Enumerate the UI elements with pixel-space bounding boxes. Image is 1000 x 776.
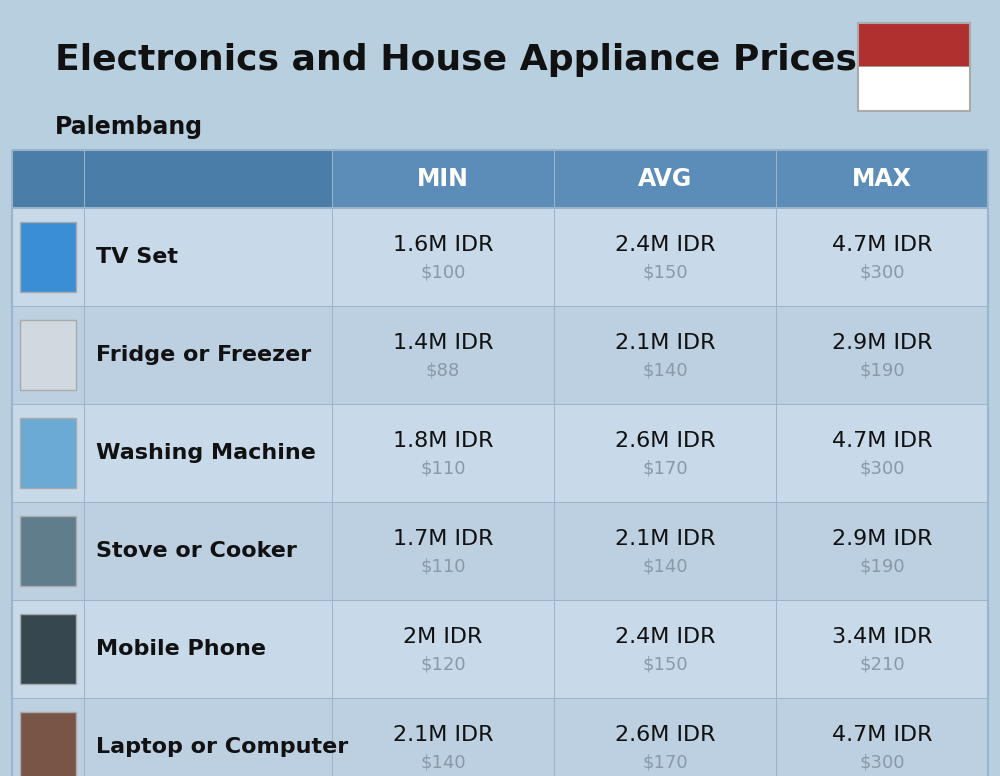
Text: $110: $110 bbox=[420, 460, 466, 478]
Bar bbox=[12, 698, 988, 776]
Bar bbox=[858, 23, 970, 111]
Text: 2.1M IDR: 2.1M IDR bbox=[615, 333, 715, 353]
Text: $120: $120 bbox=[420, 656, 466, 674]
Bar bbox=[12, 502, 988, 503]
Text: 1.7M IDR: 1.7M IDR bbox=[393, 529, 493, 549]
Text: $300: $300 bbox=[859, 754, 905, 772]
Text: $110: $110 bbox=[420, 558, 466, 576]
Text: $150: $150 bbox=[642, 656, 688, 674]
Text: Stove or Cooker: Stove or Cooker bbox=[96, 541, 297, 561]
Text: $170: $170 bbox=[642, 754, 688, 772]
Bar bbox=[554, 150, 555, 776]
Bar bbox=[20, 417, 76, 488]
Bar bbox=[20, 320, 76, 390]
Bar bbox=[20, 222, 76, 293]
Text: Mobile Phone: Mobile Phone bbox=[96, 639, 266, 659]
Bar bbox=[84, 150, 85, 776]
Text: AVG: AVG bbox=[638, 167, 692, 191]
Bar bbox=[12, 306, 988, 404]
Text: $170: $170 bbox=[642, 460, 688, 478]
Text: 3.4M IDR: 3.4M IDR bbox=[832, 627, 932, 647]
Bar bbox=[12, 698, 988, 699]
Bar bbox=[12, 150, 988, 776]
Bar bbox=[12, 600, 988, 601]
Text: 2.4M IDR: 2.4M IDR bbox=[615, 235, 715, 255]
Text: $300: $300 bbox=[859, 460, 905, 478]
Text: 1.6M IDR: 1.6M IDR bbox=[393, 235, 493, 255]
Text: 2.6M IDR: 2.6M IDR bbox=[615, 725, 715, 745]
Text: 2.4M IDR: 2.4M IDR bbox=[615, 627, 715, 647]
Bar bbox=[12, 150, 988, 208]
Text: Washing Machine: Washing Machine bbox=[96, 443, 316, 463]
Text: 2.1M IDR: 2.1M IDR bbox=[615, 529, 715, 549]
Text: 2.9M IDR: 2.9M IDR bbox=[832, 529, 932, 549]
Bar bbox=[332, 150, 333, 776]
Bar bbox=[12, 502, 988, 600]
Text: Palembang: Palembang bbox=[55, 115, 203, 139]
Text: $140: $140 bbox=[420, 754, 466, 772]
Bar bbox=[858, 23, 970, 67]
Text: 2.6M IDR: 2.6M IDR bbox=[615, 431, 715, 451]
Text: $150: $150 bbox=[642, 264, 688, 282]
Text: $300: $300 bbox=[859, 264, 905, 282]
Text: TV Set: TV Set bbox=[96, 247, 178, 267]
Bar bbox=[20, 614, 76, 684]
Text: 4.7M IDR: 4.7M IDR bbox=[832, 431, 932, 451]
Text: $190: $190 bbox=[859, 362, 905, 380]
Bar bbox=[858, 67, 970, 111]
Text: $88: $88 bbox=[426, 362, 460, 380]
Bar bbox=[20, 712, 76, 776]
Bar bbox=[12, 207, 988, 209]
Text: 4.7M IDR: 4.7M IDR bbox=[832, 725, 932, 745]
Text: $140: $140 bbox=[642, 362, 688, 380]
Text: $190: $190 bbox=[859, 558, 905, 576]
Text: $140: $140 bbox=[642, 558, 688, 576]
Text: 2.1M IDR: 2.1M IDR bbox=[393, 725, 493, 745]
Bar bbox=[20, 516, 76, 587]
Text: Fridge or Freezer: Fridge or Freezer bbox=[96, 345, 311, 365]
Text: MIN: MIN bbox=[417, 167, 469, 191]
Text: $100: $100 bbox=[420, 264, 466, 282]
Bar bbox=[12, 208, 988, 306]
Text: 2.9M IDR: 2.9M IDR bbox=[832, 333, 932, 353]
Bar bbox=[12, 208, 988, 209]
Text: Electronics and House Appliance Prices: Electronics and House Appliance Prices bbox=[55, 43, 857, 77]
Text: 1.8M IDR: 1.8M IDR bbox=[393, 431, 493, 451]
Bar bbox=[12, 150, 332, 208]
Bar bbox=[12, 404, 988, 405]
Text: MAX: MAX bbox=[852, 167, 912, 191]
Text: 4.7M IDR: 4.7M IDR bbox=[832, 235, 932, 255]
Text: 1.4M IDR: 1.4M IDR bbox=[393, 333, 493, 353]
Bar bbox=[12, 306, 988, 307]
Text: 2M IDR: 2M IDR bbox=[403, 627, 483, 647]
Text: $210: $210 bbox=[859, 656, 905, 674]
Bar bbox=[776, 150, 777, 776]
Bar bbox=[12, 600, 988, 698]
Bar bbox=[12, 404, 988, 502]
Text: Laptop or Computer: Laptop or Computer bbox=[96, 737, 348, 757]
